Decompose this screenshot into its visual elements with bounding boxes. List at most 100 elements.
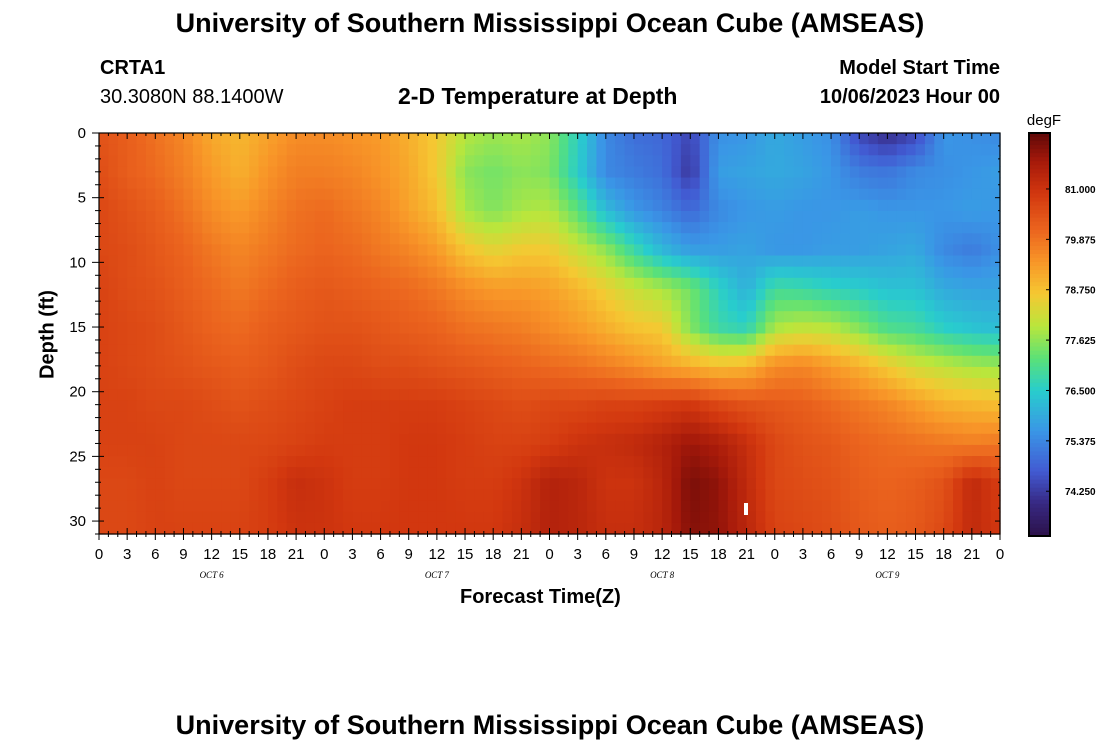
heatmap-cell bbox=[859, 210, 870, 223]
heatmap-cell bbox=[615, 155, 626, 168]
x-tick-label: 15 bbox=[231, 546, 248, 563]
heatmap-cell bbox=[793, 411, 804, 424]
heatmap-cell bbox=[943, 322, 954, 335]
heatmap-cell bbox=[953, 288, 964, 301]
heatmap-cell bbox=[605, 210, 616, 223]
heatmap-cell bbox=[530, 378, 541, 390]
heatmap-cell bbox=[155, 300, 166, 312]
heatmap-cell bbox=[549, 333, 560, 346]
heatmap-cell bbox=[389, 389, 400, 401]
heatmap-cell bbox=[849, 400, 860, 413]
heatmap-cell bbox=[474, 366, 485, 379]
heatmap-cell bbox=[408, 210, 419, 223]
heatmap-cell bbox=[136, 166, 147, 179]
heatmap-cell bbox=[774, 478, 785, 491]
heatmap-cell bbox=[840, 133, 851, 145]
heatmap-cell bbox=[352, 456, 363, 468]
heatmap-cell bbox=[943, 511, 954, 524]
heatmap-cell bbox=[221, 411, 231, 424]
heatmap-cell bbox=[343, 277, 354, 290]
heatmap-cell bbox=[136, 144, 147, 156]
heatmap-cell bbox=[690, 444, 701, 457]
heatmap-cell bbox=[343, 433, 354, 446]
heatmap-cell bbox=[671, 500, 682, 513]
heatmap-cell bbox=[399, 433, 410, 446]
heatmap-cell bbox=[802, 433, 813, 446]
heatmap-cell bbox=[906, 500, 917, 513]
heatmap-cell bbox=[418, 489, 429, 502]
heatmap-cell bbox=[558, 467, 569, 479]
heatmap-cell bbox=[540, 255, 551, 268]
heatmap-cell bbox=[877, 511, 888, 524]
heatmap-cell bbox=[436, 355, 447, 368]
heatmap-cell bbox=[577, 166, 588, 179]
heatmap-cell bbox=[108, 177, 119, 190]
heatmap-cell bbox=[605, 500, 616, 513]
heatmap-cell bbox=[633, 389, 644, 401]
heatmap-cell bbox=[906, 144, 917, 156]
heatmap-cell bbox=[784, 344, 795, 357]
heatmap-cell bbox=[540, 411, 551, 424]
heatmap-cell bbox=[267, 411, 278, 424]
heatmap-cell bbox=[446, 210, 457, 223]
heatmap-cell bbox=[915, 266, 926, 279]
heatmap-cell bbox=[718, 333, 729, 346]
heatmap-cell bbox=[436, 300, 447, 312]
heatmap-cell bbox=[136, 467, 147, 479]
heatmap-cell bbox=[868, 222, 879, 234]
heatmap-cell bbox=[737, 177, 748, 190]
heatmap-cell bbox=[953, 489, 964, 502]
heatmap-cell bbox=[727, 344, 738, 357]
heatmap-cell bbox=[483, 277, 494, 290]
heatmap-cell bbox=[971, 355, 982, 368]
heatmap-cell bbox=[962, 188, 973, 201]
heatmap-cell bbox=[305, 188, 316, 201]
heatmap-cell bbox=[896, 500, 907, 513]
heatmap-cell bbox=[136, 210, 147, 223]
heatmap-cell bbox=[493, 411, 504, 424]
heatmap-cell bbox=[596, 333, 607, 346]
heatmap-cell bbox=[455, 411, 466, 424]
heatmap-cell bbox=[324, 456, 335, 468]
heatmap-cell bbox=[915, 467, 926, 479]
heatmap-cell bbox=[399, 244, 410, 257]
heatmap-cell bbox=[755, 444, 766, 457]
heatmap-cell bbox=[962, 333, 973, 346]
heatmap-cell bbox=[962, 266, 973, 279]
heatmap-cell bbox=[202, 222, 213, 234]
heatmap-cell bbox=[868, 210, 879, 223]
heatmap-cell bbox=[352, 366, 363, 379]
heatmap-cell bbox=[127, 288, 138, 301]
heatmap-cell bbox=[577, 500, 588, 513]
heatmap-cell bbox=[324, 300, 335, 312]
heatmap-cell bbox=[615, 500, 626, 513]
heatmap-cell bbox=[596, 155, 607, 168]
heatmap-cell bbox=[446, 255, 457, 268]
heatmap-cell bbox=[493, 433, 504, 446]
heatmap-cell bbox=[755, 199, 766, 212]
heatmap-cell bbox=[540, 144, 551, 156]
heatmap-cell bbox=[530, 433, 541, 446]
heatmap-cell bbox=[136, 500, 147, 513]
heatmap-cell bbox=[117, 366, 128, 379]
heatmap-cell bbox=[399, 210, 410, 223]
heatmap-cell bbox=[953, 155, 964, 168]
heatmap-cell bbox=[333, 266, 344, 279]
heatmap-cell bbox=[333, 311, 344, 323]
heatmap-cell bbox=[558, 210, 569, 223]
heatmap-cell bbox=[953, 355, 964, 368]
heatmap-cell bbox=[249, 333, 260, 346]
heatmap-cell bbox=[549, 133, 560, 145]
heatmap-cell bbox=[230, 378, 241, 390]
colorbar-segment bbox=[1029, 411, 1050, 416]
heatmap-cell bbox=[568, 456, 579, 468]
heatmap-cell bbox=[333, 389, 344, 401]
heatmap-cell bbox=[821, 233, 832, 245]
heatmap-cell bbox=[493, 244, 504, 257]
heatmap-cell bbox=[305, 333, 316, 346]
colorbar-segment bbox=[1029, 286, 1050, 291]
heatmap-cell bbox=[389, 266, 400, 279]
heatmap-cell bbox=[343, 177, 354, 190]
colorbar-segment bbox=[1029, 237, 1050, 243]
heatmap-cell bbox=[587, 344, 598, 357]
